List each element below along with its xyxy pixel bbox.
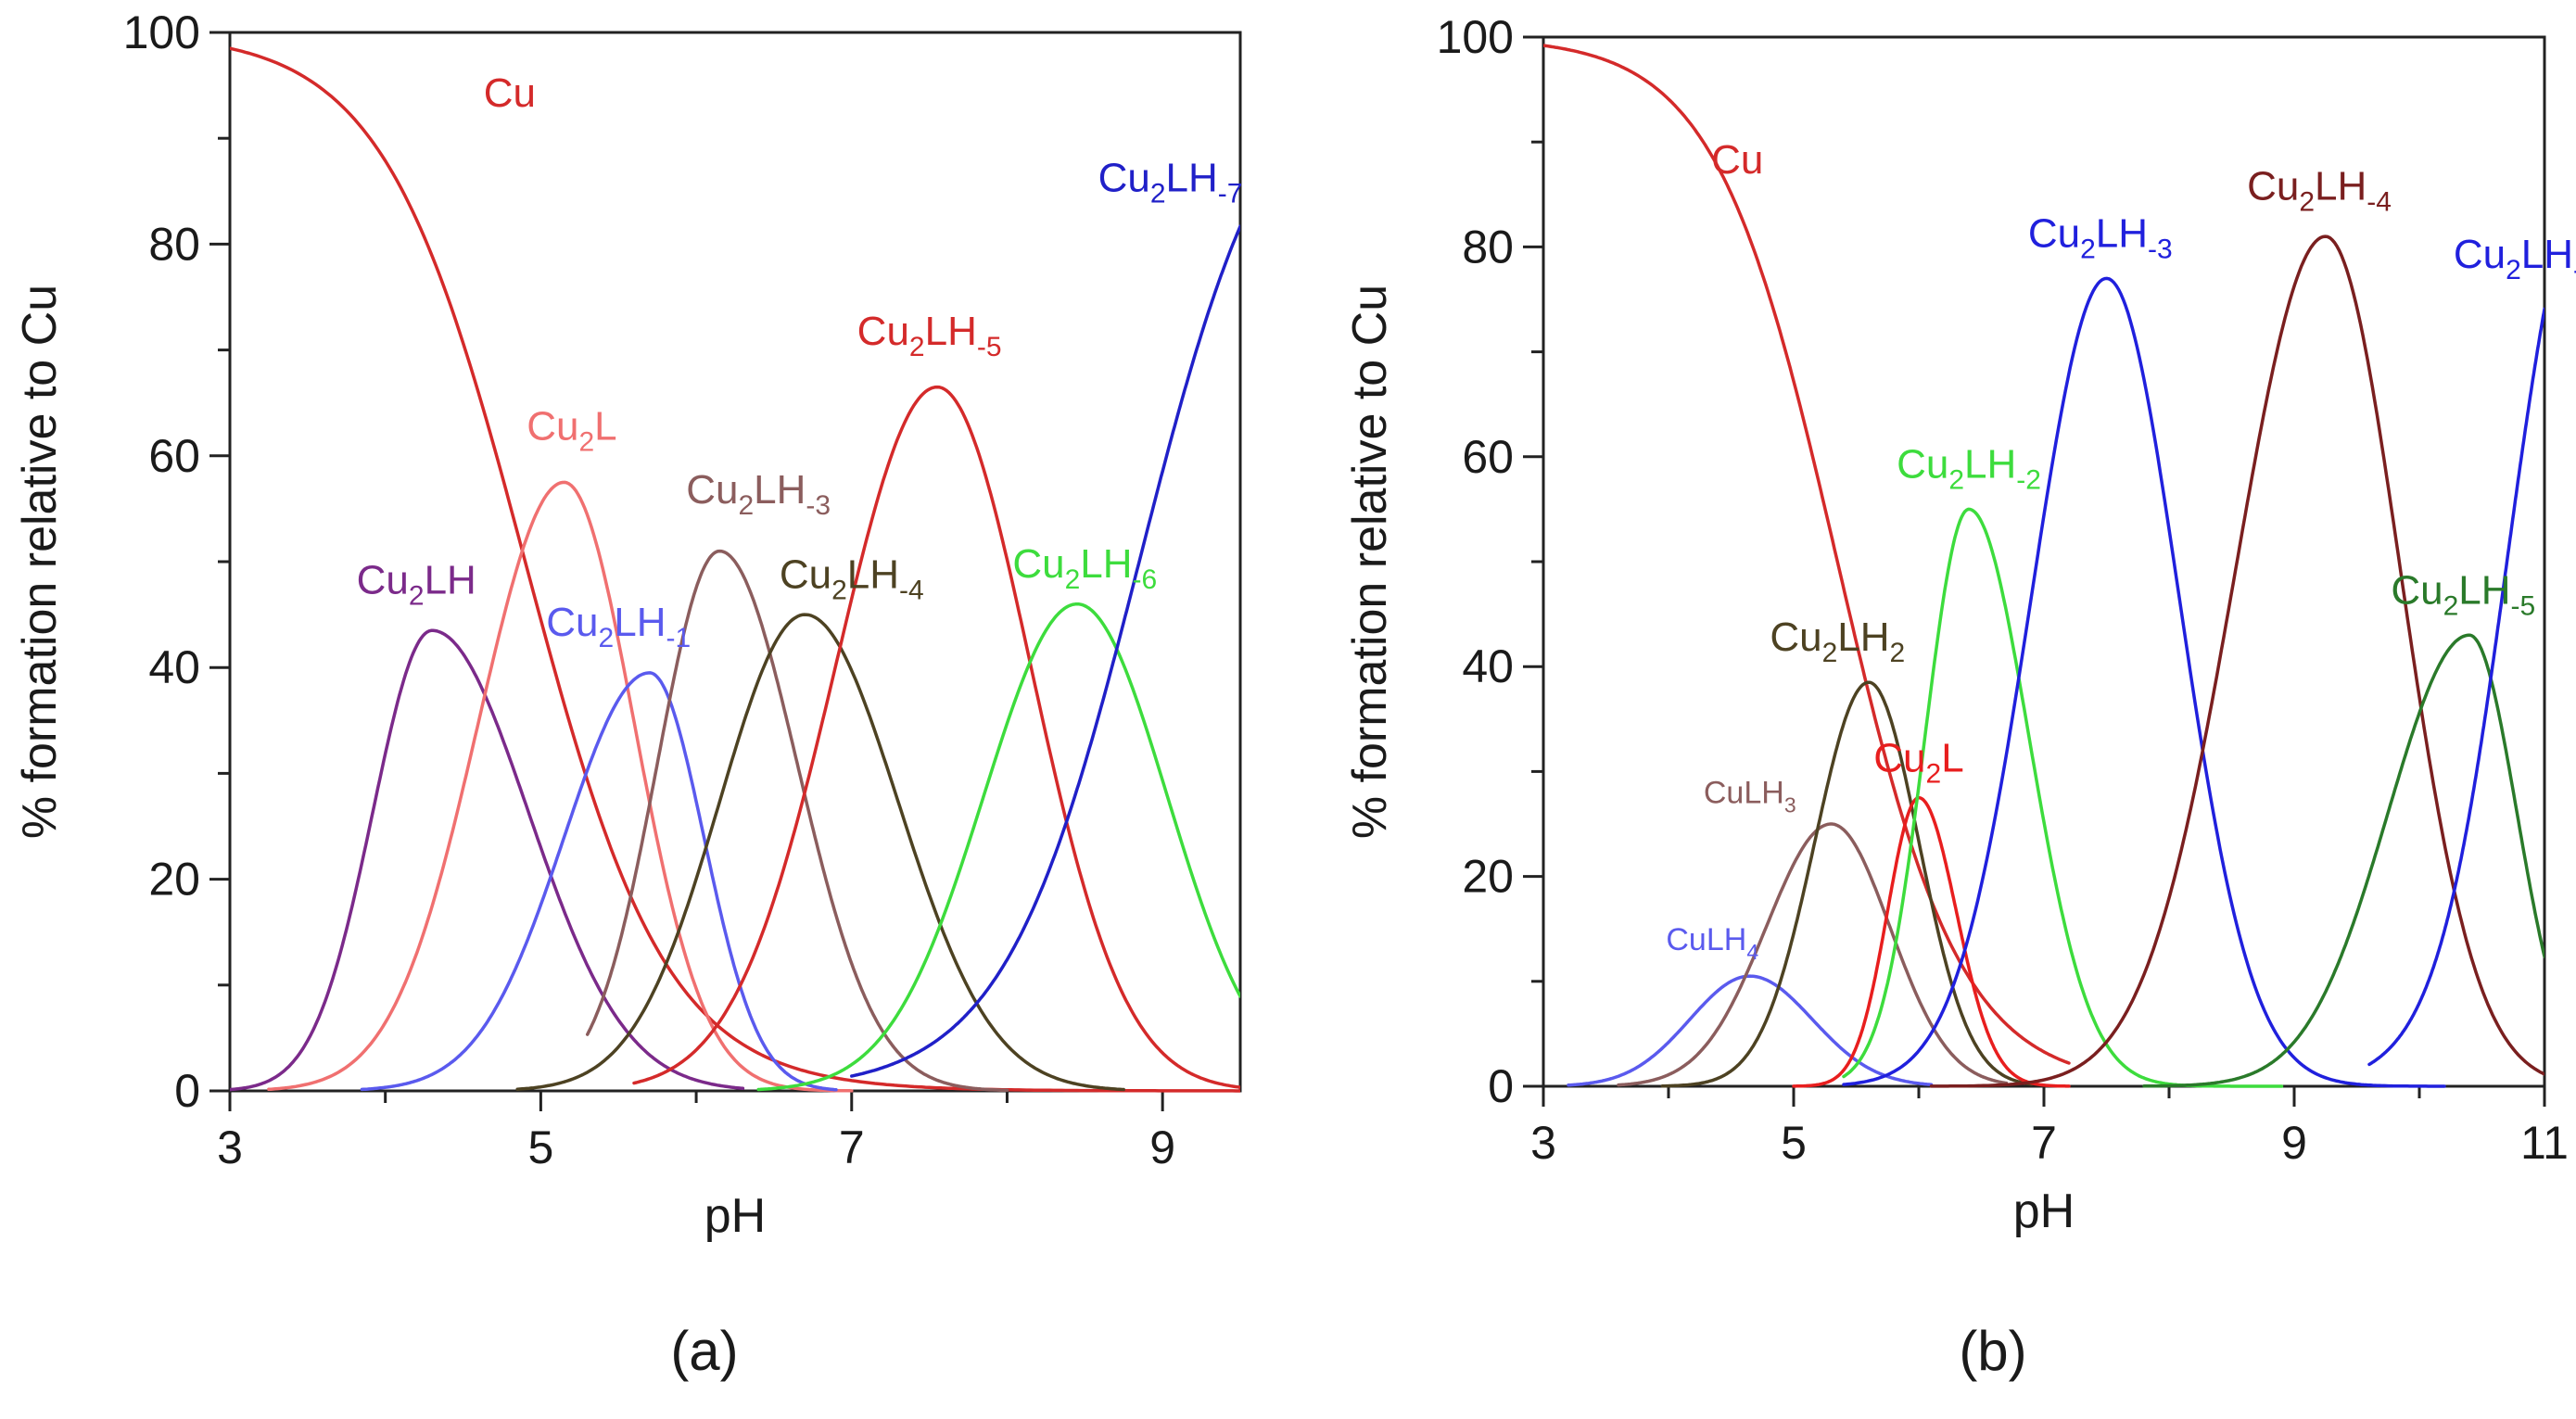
y-tick-label: 20: [1462, 851, 1514, 903]
x-tick-label: 3: [217, 1121, 243, 1173]
series-line-cu2l: [267, 480, 854, 1093]
series-label: Cu2LH-7: [1098, 155, 1243, 209]
series-line-cu2lh-6: [2367, 307, 2544, 1067]
series-line-cu2l: [1792, 795, 2071, 1088]
x-tick-label: 5: [527, 1121, 553, 1173]
series-label: Cu2LH: [357, 557, 476, 611]
x-axis-label: pH: [704, 1189, 766, 1243]
series-line-cu2lh-5: [632, 385, 1240, 1089]
series-line-cu2lh-3: [585, 549, 1009, 1093]
y-tick-label: 20: [148, 854, 200, 906]
series-line-cu2lh-5: [2142, 633, 2544, 1088]
y-tick-label: 40: [1462, 640, 1514, 692]
y-tick-label: 0: [1488, 1060, 1514, 1112]
panel-label: (a): [670, 1320, 738, 1382]
y-tick-label: 100: [123, 6, 200, 58]
x-tick-label: 5: [1781, 1117, 1807, 1169]
series-line-culh4: [1567, 974, 1934, 1087]
series-line-cu2lh-6: [756, 602, 1240, 1092]
series-line-cu2lh: [230, 628, 745, 1092]
series-label: Cu2LH-5: [2391, 567, 2535, 621]
series-label: Cu2LH-4: [2247, 163, 2392, 217]
y-tick-label: 80: [148, 218, 200, 270]
series-label: Cu2LH2: [1770, 614, 1905, 668]
y-axis-label: % formation relative to Cu: [13, 285, 67, 839]
x-tick-label: 3: [1530, 1117, 1556, 1169]
series-label: Cu2LH-2: [1897, 441, 2041, 495]
series-label: Cu2L: [1873, 735, 1963, 789]
series-line-cu2lh-1: [360, 671, 838, 1092]
series-label: Cu2LH-1: [546, 600, 691, 653]
series-label: Cu2L: [527, 404, 616, 458]
series-label: Cu2LH-3: [2028, 210, 2173, 264]
x-tick-label: 11: [2520, 1117, 2569, 1169]
series-label: Cu2LH-3: [686, 467, 831, 521]
chart-panel-b: 3 5 7 9 11 0 20 40 60 80 100 pH % formation relative…: [1343, 11, 2576, 1382]
x-tick-label: 7: [839, 1121, 865, 1173]
y-tick-label: 80: [1462, 221, 1514, 272]
y-axis-label: % formation relative to Cu: [1343, 285, 1397, 839]
series-line-cu2lh2: [1660, 680, 2034, 1088]
series-line-culh3: [1617, 822, 2009, 1087]
series-label: Cu2LH-6: [2454, 232, 2576, 285]
series-line-cu: [230, 46, 1240, 1093]
series-line-cu2lh-7: [850, 224, 1240, 1078]
y-tick-label: 40: [148, 641, 200, 693]
series-label: CuLH4: [1666, 922, 1758, 964]
chart-panel-a: 3 5 7 9 0 20 40 60 80 100 pH % formation relative t…: [13, 6, 1242, 1382]
series-label: Cu: [484, 70, 536, 116]
x-tick-label: 7: [2031, 1117, 2057, 1169]
series-label: Cu2LH-5: [857, 309, 1002, 362]
series-line-cu2lh-3: [1842, 276, 2446, 1088]
curves: [230, 46, 1240, 1093]
y-tick-label: 60: [1462, 431, 1514, 483]
panel-label: (b): [1959, 1320, 2026, 1382]
series-line-cu2lh-4: [1929, 234, 2544, 1088]
y-tick-label: 100: [1437, 11, 1514, 63]
series-line-cu2lh-4: [515, 613, 1125, 1092]
series-label: Cu2LH-6: [1012, 541, 1157, 595]
series-label: Cu: [1711, 137, 1763, 183]
series-line-cu: [1543, 44, 2071, 1065]
y-tick-label: 0: [174, 1065, 200, 1117]
curves: [1543, 44, 2544, 1088]
x-tick-label: 9: [2281, 1117, 2307, 1169]
y-tick-label: 60: [148, 430, 200, 482]
x-axis-label: pH: [2013, 1185, 2075, 1238]
series-label: CuLH3: [1704, 775, 1796, 817]
series-label: Cu2LH-4: [780, 552, 924, 606]
series-line-cu2lh-2: [1842, 507, 2284, 1088]
x-tick-label: 9: [1149, 1121, 1175, 1173]
